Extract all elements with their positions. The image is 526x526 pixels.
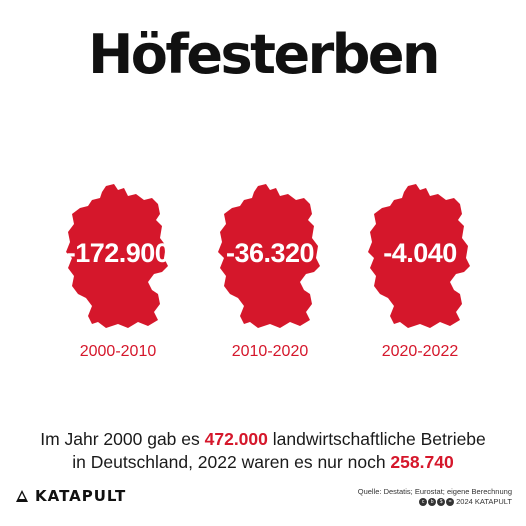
katapult-logo-icon <box>16 490 28 502</box>
germany-map-shape <box>66 184 168 328</box>
map-germany-2010-2020: -36.320 2010-2020 <box>200 182 340 372</box>
map-value: -4.040 <box>383 238 457 268</box>
map-period: 2000-2010 <box>79 343 157 360</box>
map-value: -36.320 <box>225 238 315 268</box>
page-title: Höfesterben <box>88 23 440 86</box>
copyright-line: c b $ = 2024 KATAPULT <box>358 497 512 507</box>
source-note: Quelle: Destatis; Eurostat; eigene Berec… <box>358 487 512 507</box>
map-value: -172.900 <box>66 238 170 268</box>
highlight-2000-count: 472.000 <box>204 429 268 449</box>
summary-line-1: Im Jahr 2000 gab es 472.000 landwirtscha… <box>40 429 486 449</box>
map-germany-2020-2022: -4.040 2020-2022 <box>350 182 490 372</box>
map-period: 2020-2022 <box>381 343 459 360</box>
summary-text: Im Jahr 2000 gab es 472.000 landwirtscha… <box>0 428 526 474</box>
germany-map-shape <box>368 184 470 328</box>
katapult-logo: KATAPULT <box>14 487 126 505</box>
source-text: Quelle: Destatis; Eurostat; eigene Berec… <box>357 487 512 496</box>
map-period: 2010-2020 <box>231 343 309 360</box>
brand-name: KATAPULT <box>35 487 127 505</box>
highlight-2022-count: 258.740 <box>390 452 454 472</box>
map-germany-2000-2010: -172.900 2000-2010 <box>48 182 188 372</box>
creative-commons-icons: c b $ = <box>419 498 455 507</box>
summary-line-2: in Deutschland, 2022 waren es nur noch 2… <box>72 452 454 472</box>
germany-map-shape <box>218 184 320 328</box>
